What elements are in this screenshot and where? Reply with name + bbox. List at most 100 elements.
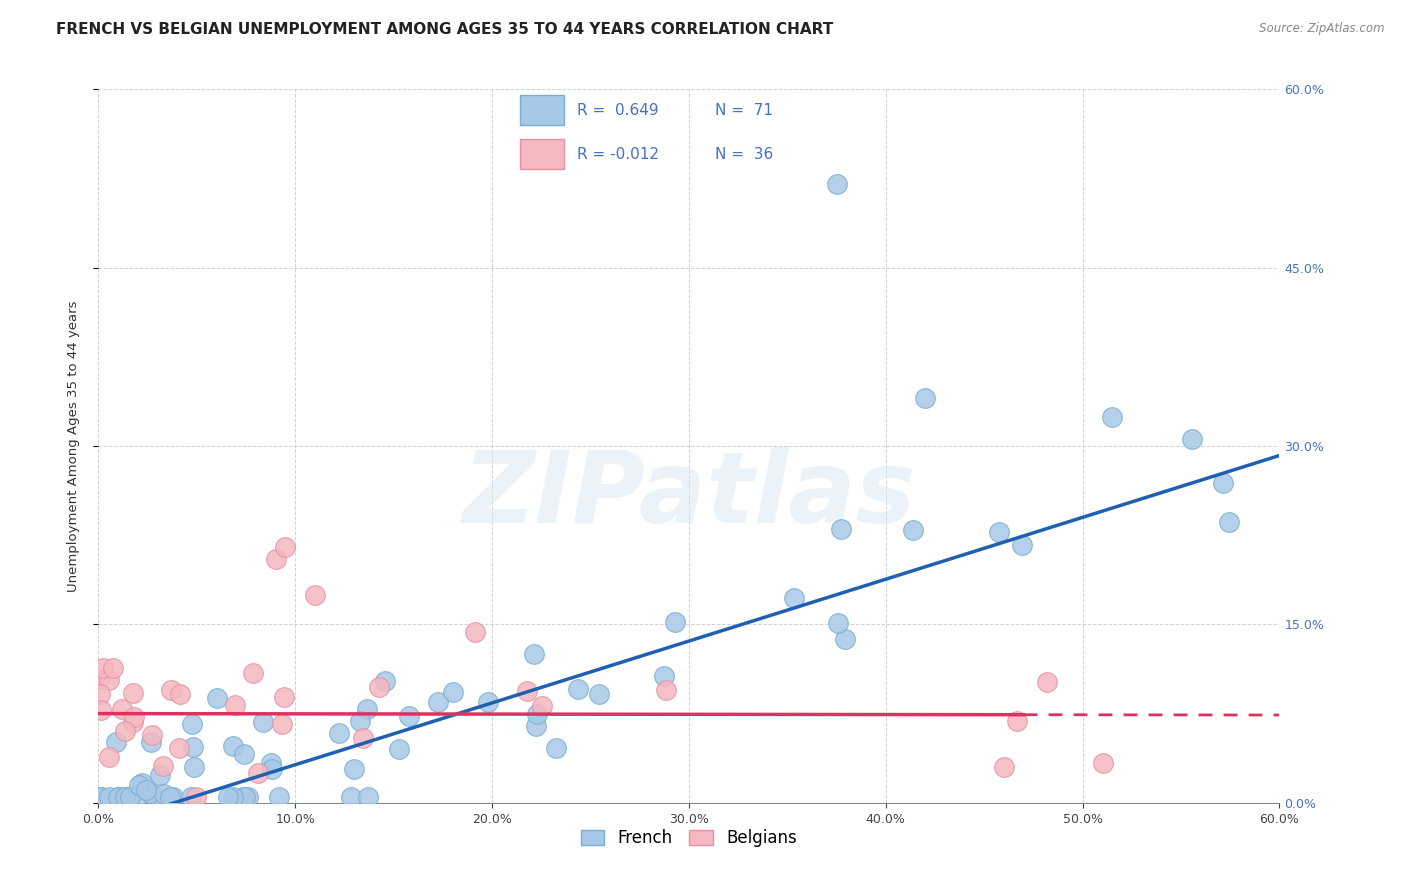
- Point: [232, 747, 254, 761]
- Point: [356, 702, 378, 716]
- Point: [184, 789, 207, 804]
- Text: FRENCH VS BELGIAN UNEMPLOYMENT AMONG AGES 35 TO 44 YEARS CORRELATION CHART: FRENCH VS BELGIAN UNEMPLOYMENT AMONG AGE…: [56, 22, 834, 37]
- Point: [349, 714, 371, 729]
- Point: [269, 789, 291, 804]
- Point: [368, 680, 391, 694]
- Point: [222, 789, 245, 804]
- Point: [1181, 432, 1204, 446]
- Point: [1036, 674, 1059, 689]
- Point: [162, 789, 184, 804]
- Point: [107, 789, 129, 804]
- Point: [90, 789, 112, 804]
- Point: [232, 789, 254, 804]
- Point: [652, 669, 675, 683]
- Point: [544, 740, 567, 755]
- Point: [655, 683, 678, 698]
- Point: [114, 789, 136, 804]
- Point: [252, 714, 274, 729]
- Text: ZIPatlas: ZIPatlas: [463, 448, 915, 544]
- Point: [523, 647, 546, 661]
- Text: R =  0.649: R = 0.649: [576, 103, 658, 118]
- Point: [388, 741, 411, 756]
- Point: [398, 709, 420, 723]
- Point: [167, 740, 190, 755]
- Point: [993, 760, 1015, 774]
- Point: [169, 687, 191, 701]
- Point: [143, 789, 166, 804]
- Point: [374, 674, 396, 689]
- Point: [328, 726, 350, 740]
- Point: [567, 681, 589, 696]
- Point: [233, 789, 256, 804]
- Point: [120, 789, 142, 804]
- Point: [477, 695, 499, 709]
- Point: [914, 392, 936, 406]
- Point: [183, 759, 205, 773]
- Point: [90, 703, 112, 717]
- Point: [441, 685, 464, 699]
- FancyBboxPatch shape: [520, 139, 564, 169]
- Point: [271, 716, 294, 731]
- Point: [114, 724, 136, 739]
- Point: [238, 789, 260, 804]
- Point: [1218, 515, 1240, 529]
- Point: [352, 731, 374, 746]
- Point: [830, 522, 852, 536]
- Point: [89, 672, 111, 686]
- Point: [1092, 756, 1115, 771]
- Point: [98, 749, 121, 764]
- Point: [304, 588, 326, 602]
- Point: [91, 660, 114, 674]
- Point: [152, 759, 174, 773]
- Point: [90, 789, 112, 804]
- Point: [98, 789, 121, 804]
- Point: [340, 789, 363, 804]
- Point: [139, 787, 162, 801]
- Point: [262, 762, 284, 776]
- Point: [825, 178, 848, 192]
- Point: [1005, 714, 1028, 729]
- Point: [224, 698, 246, 712]
- Point: [141, 734, 163, 748]
- Point: [180, 717, 202, 731]
- Point: [125, 789, 148, 804]
- Point: [153, 787, 176, 801]
- Text: N =  71: N = 71: [716, 103, 773, 118]
- Point: [180, 789, 202, 804]
- Point: [901, 523, 924, 537]
- Point: [118, 789, 141, 804]
- Point: [264, 552, 287, 566]
- Point: [274, 540, 297, 554]
- Point: [121, 686, 143, 700]
- Point: [246, 766, 269, 780]
- Point: [131, 776, 153, 790]
- Point: [342, 762, 364, 776]
- Point: [988, 525, 1011, 540]
- Point: [205, 691, 228, 706]
- Point: [149, 768, 172, 782]
- Legend: French, Belgians: French, Belgians: [572, 821, 806, 855]
- Text: N =  36: N = 36: [716, 146, 773, 161]
- Point: [121, 714, 143, 729]
- Point: [101, 660, 124, 674]
- Point: [89, 687, 111, 701]
- Point: [530, 698, 553, 713]
- Point: [104, 734, 127, 748]
- Point: [834, 632, 856, 646]
- Point: [827, 616, 849, 631]
- Point: [260, 756, 283, 770]
- Point: [141, 727, 163, 741]
- Point: [115, 789, 138, 804]
- Point: [427, 695, 450, 709]
- Point: [107, 789, 129, 804]
- Point: [108, 789, 131, 804]
- Point: [1212, 476, 1234, 491]
- Point: [98, 673, 121, 687]
- Point: [122, 710, 145, 724]
- Point: [464, 624, 486, 639]
- Point: [111, 702, 134, 716]
- Point: [1101, 410, 1123, 425]
- Point: [588, 687, 610, 701]
- Point: [128, 778, 150, 792]
- Point: [273, 690, 295, 705]
